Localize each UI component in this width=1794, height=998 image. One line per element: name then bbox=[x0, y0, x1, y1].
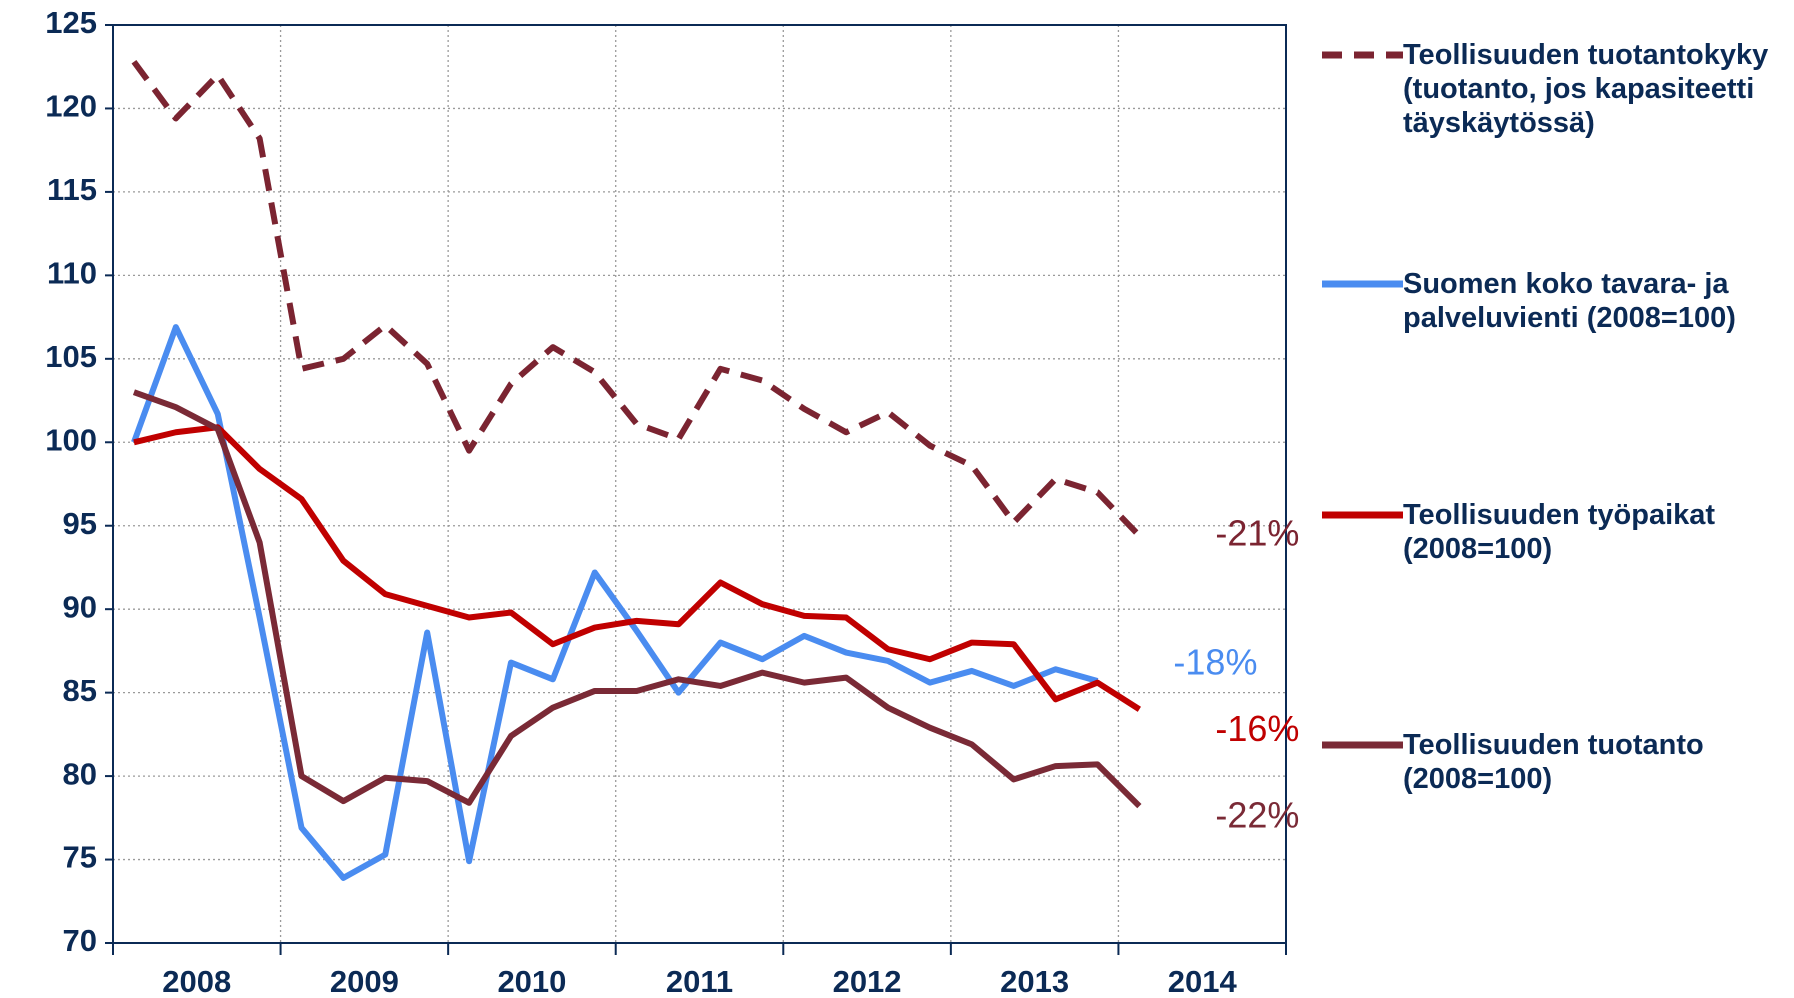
series-line bbox=[131, 324, 1099, 881]
y-tick-label: 95 bbox=[63, 506, 97, 541]
x-tick-label: 2010 bbox=[497, 964, 566, 998]
y-tick-label: 115 bbox=[47, 172, 97, 207]
y-tick-label: 105 bbox=[45, 339, 97, 374]
series-line bbox=[133, 424, 1141, 712]
y-tick-label: 75 bbox=[63, 840, 97, 875]
series-line bbox=[132, 389, 1142, 809]
y-tick-label: 70 bbox=[63, 923, 97, 958]
x-tick-label: 2008 bbox=[162, 964, 231, 998]
end-label: -22% bbox=[1215, 795, 1299, 836]
y-tick-label: 80 bbox=[63, 756, 97, 791]
end-label: -18% bbox=[1173, 641, 1257, 682]
legend-label: Suomen koko tavara- ja palveluvienti (20… bbox=[1403, 268, 1736, 335]
y-tick-label: 90 bbox=[63, 589, 97, 624]
series-line bbox=[131, 59, 1142, 538]
y-tick-label: 125 bbox=[45, 5, 97, 40]
x-tick-label: 2011 bbox=[666, 964, 733, 998]
y-tick-label: 120 bbox=[45, 89, 97, 124]
legend-label: Teollisuuden tuotanto (2008=100) bbox=[1403, 729, 1704, 796]
end-label: -16% bbox=[1215, 708, 1299, 749]
y-tick-label: 110 bbox=[47, 256, 97, 291]
x-tick-label: 2012 bbox=[833, 964, 902, 998]
y-tick-label: 85 bbox=[63, 673, 97, 708]
y-tick-label: 100 bbox=[45, 422, 97, 457]
end-label: -21% bbox=[1215, 512, 1299, 553]
plot-frame bbox=[112, 24, 1287, 944]
x-tick-label: 2013 bbox=[1000, 964, 1069, 998]
legend-label: Teollisuuden työpaikat (2008=100) bbox=[1403, 499, 1716, 566]
x-tick-label: 2009 bbox=[330, 964, 399, 998]
legend-label: Teollisuuden tuotantokyky (tuotanto, jos… bbox=[1403, 39, 1769, 140]
x-tick-label: 2014 bbox=[1168, 964, 1238, 998]
